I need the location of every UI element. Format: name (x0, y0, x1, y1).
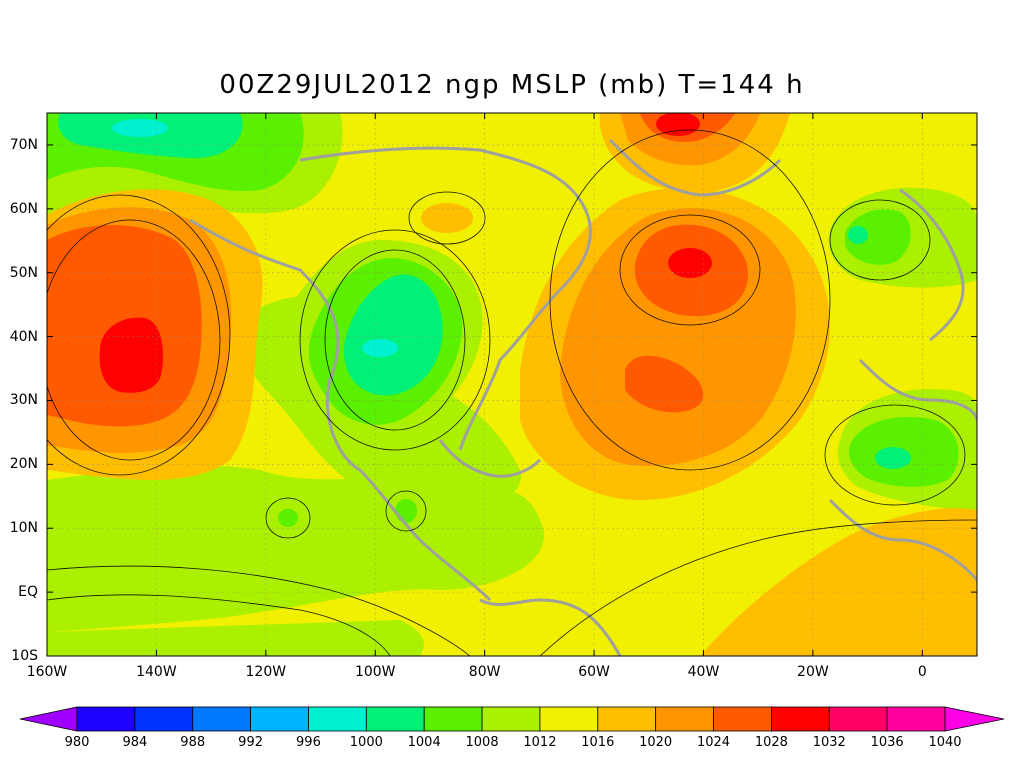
colorbar-swatch (771, 706, 830, 732)
lat-tick-label: EQ (18, 584, 38, 601)
colorbar-swatch (423, 706, 483, 732)
contour-fill-atl-1028 (668, 248, 712, 278)
lat-tick-label: 40N (9, 328, 38, 345)
contour-fill-alaska-996 (112, 119, 168, 137)
coastlines (189, 138, 977, 656)
colorbar-level-label: 1012 (523, 735, 557, 750)
lon-tick-label: 120W (245, 664, 287, 680)
lon-tick-label: 140W (136, 664, 177, 680)
axis-ticks (46, 113, 977, 657)
colorbar-swatch (713, 706, 772, 732)
colorbar-level-label: 1036 (870, 735, 904, 750)
colorbar-level-label: 1004 (407, 735, 441, 750)
colorbar-swatch (886, 706, 946, 732)
lat-tick-label: 60N (9, 200, 38, 217)
contour-fill-africa-1004 (875, 447, 911, 469)
isobar-lines (47, 129, 977, 656)
contour-fill-pac-1028 (99, 317, 164, 393)
lat-tick-label: 50N (9, 264, 38, 281)
contour-fill-us-low-996 (362, 339, 398, 357)
colorbar-swatch (828, 706, 888, 732)
colorbar-level-label: 992 (238, 735, 264, 750)
lon-tick-label: 60W (578, 664, 610, 680)
lat-tick-label: 10N (9, 520, 38, 537)
lon-tick-label: 100W (354, 664, 396, 680)
colorbar-level-label: 1020 (639, 735, 673, 750)
lon-tick-label: 80W (468, 664, 501, 680)
contour-fill-atl-1024b (625, 355, 704, 413)
colorbar-level-label: 996 (296, 735, 321, 750)
lat-lon-grid (47, 113, 977, 656)
lat-tick-label: 70N (9, 136, 38, 153)
lat-tick-label: 20N (9, 456, 38, 473)
colorbar-swatch (192, 706, 252, 732)
contour-fill-hudson-1016 (421, 203, 473, 233)
lat-tick-label: 10S (11, 648, 38, 664)
colorbar-level-label: 988 (180, 735, 206, 750)
colorbar-swatch (597, 706, 657, 732)
lon-tick-label: 0 (917, 664, 927, 680)
colorbar-level-label: 980 (64, 735, 90, 750)
contour-fill-gulf-low (395, 499, 417, 523)
colorbar-swatch (481, 706, 541, 732)
colorbar-level-label: 1016 (581, 735, 615, 750)
colorbar-swatch (250, 706, 309, 732)
lat-tick-label: 30N (9, 392, 38, 409)
colorbar-level-label: 1032 (812, 735, 846, 750)
contour-fill-greenland-1028 (656, 113, 700, 136)
colorbar-under-triangle (19, 706, 78, 732)
colorbar-swatch (76, 706, 136, 732)
colorbar-level-label: 1000 (349, 735, 383, 750)
contour-fill-us-low-1000 (344, 274, 443, 396)
contour-fill-eur-1004 (848, 226, 868, 244)
plot-frame (46, 112, 978, 657)
colorbar-swatch (365, 706, 425, 732)
colorbar-level-label: 1008 (465, 735, 499, 750)
contour-fill-south-1008b (47, 620, 424, 656)
colorbar-level-label: 1028 (754, 735, 788, 750)
contour-fill-epac-low (278, 509, 298, 527)
colorbar-over-triangle (944, 706, 1005, 732)
map-title: 00Z29JUL2012 ngp MSLP (mb) T=144 h (219, 70, 805, 100)
colorbar (19, 706, 1005, 732)
colorbar-swatch (308, 706, 367, 732)
lon-tick-label: 40W (687, 664, 720, 680)
colorbar-swatch (134, 706, 194, 732)
colorbar-swatch (539, 706, 599, 732)
contour-fill-satl-1016 (700, 508, 977, 656)
colorbar-swatch (655, 706, 714, 732)
lon-tick-label: 20W (797, 664, 829, 680)
lon-tick-label: 160W (26, 664, 68, 680)
contour-fill-eur-1008 (845, 209, 911, 265)
colorbar-level-label: 984 (122, 735, 148, 750)
colorbar-level-label: 1040 (928, 735, 962, 750)
colorbar-level-label: 1024 (696, 735, 731, 750)
